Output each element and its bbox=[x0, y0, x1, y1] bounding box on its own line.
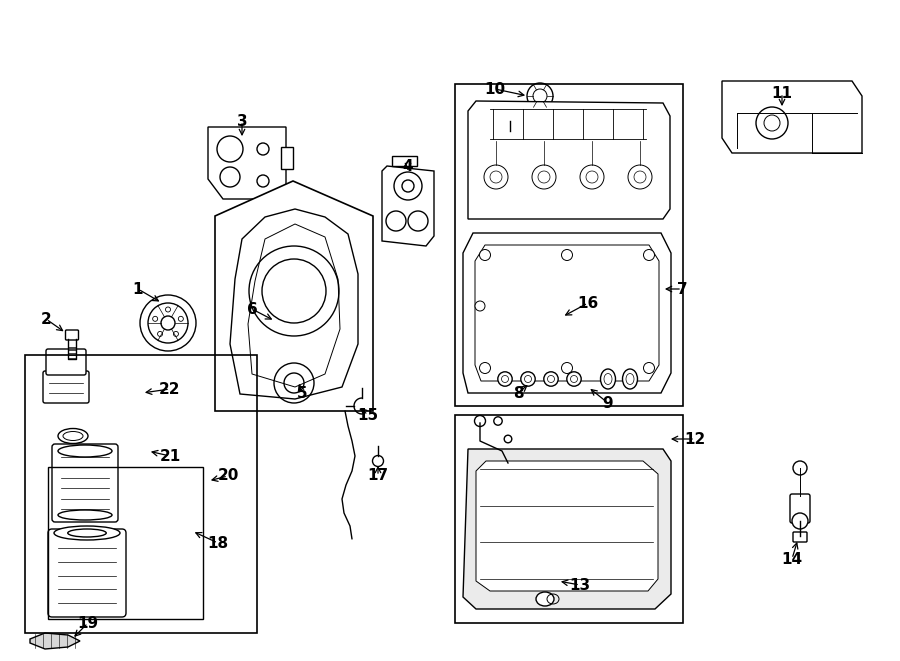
Text: 15: 15 bbox=[357, 407, 379, 422]
Circle shape bbox=[562, 362, 572, 373]
Ellipse shape bbox=[58, 510, 112, 520]
Circle shape bbox=[793, 461, 807, 475]
Text: 12: 12 bbox=[684, 432, 706, 446]
Circle shape bbox=[527, 83, 553, 109]
Ellipse shape bbox=[600, 369, 616, 389]
Circle shape bbox=[474, 416, 485, 426]
FancyBboxPatch shape bbox=[505, 115, 515, 122]
Circle shape bbox=[756, 107, 788, 139]
Text: 22: 22 bbox=[159, 381, 181, 397]
Text: 17: 17 bbox=[367, 469, 389, 483]
Circle shape bbox=[644, 362, 654, 373]
Text: 11: 11 bbox=[771, 85, 793, 100]
Circle shape bbox=[544, 371, 558, 386]
Bar bbox=[48, 467, 203, 619]
FancyBboxPatch shape bbox=[48, 529, 126, 617]
Text: 19: 19 bbox=[77, 615, 99, 631]
Polygon shape bbox=[215, 181, 373, 411]
Polygon shape bbox=[468, 101, 670, 219]
Circle shape bbox=[562, 249, 572, 260]
Text: 10: 10 bbox=[484, 81, 506, 97]
Text: 13: 13 bbox=[570, 578, 590, 592]
Circle shape bbox=[567, 371, 581, 386]
Text: 5: 5 bbox=[297, 385, 307, 401]
Ellipse shape bbox=[623, 369, 637, 389]
Circle shape bbox=[475, 301, 485, 311]
Circle shape bbox=[484, 165, 508, 189]
Circle shape bbox=[494, 417, 502, 425]
Circle shape bbox=[166, 307, 170, 312]
Text: 2: 2 bbox=[40, 311, 51, 327]
Circle shape bbox=[521, 371, 535, 386]
Polygon shape bbox=[30, 633, 80, 649]
FancyBboxPatch shape bbox=[46, 349, 86, 375]
Circle shape bbox=[580, 165, 604, 189]
FancyBboxPatch shape bbox=[793, 532, 807, 542]
Polygon shape bbox=[722, 81, 862, 153]
Text: 16: 16 bbox=[578, 295, 599, 311]
Polygon shape bbox=[382, 166, 434, 246]
Text: 20: 20 bbox=[217, 469, 239, 483]
Text: 8: 8 bbox=[513, 385, 523, 401]
Bar bbox=[281, 147, 293, 169]
Text: 21: 21 bbox=[159, 449, 181, 463]
Text: 14: 14 bbox=[781, 551, 803, 566]
Circle shape bbox=[532, 165, 556, 189]
Polygon shape bbox=[463, 233, 671, 393]
Bar bbox=[455, 84, 683, 406]
Circle shape bbox=[153, 317, 157, 321]
Bar bbox=[455, 415, 683, 623]
Ellipse shape bbox=[58, 428, 88, 444]
Circle shape bbox=[178, 317, 184, 321]
Circle shape bbox=[480, 249, 491, 260]
Circle shape bbox=[644, 249, 654, 260]
Circle shape bbox=[504, 435, 512, 443]
Circle shape bbox=[373, 455, 383, 467]
Ellipse shape bbox=[58, 445, 112, 457]
Text: 3: 3 bbox=[237, 114, 248, 128]
Polygon shape bbox=[476, 461, 658, 591]
Text: 9: 9 bbox=[603, 395, 613, 410]
Ellipse shape bbox=[68, 529, 106, 537]
Circle shape bbox=[792, 513, 808, 529]
Circle shape bbox=[174, 331, 178, 336]
Bar bbox=[392, 156, 417, 166]
FancyBboxPatch shape bbox=[52, 444, 118, 522]
Text: 4: 4 bbox=[402, 159, 413, 173]
Circle shape bbox=[158, 331, 163, 336]
Bar bbox=[25, 355, 257, 633]
Circle shape bbox=[498, 371, 512, 386]
Circle shape bbox=[480, 362, 491, 373]
FancyBboxPatch shape bbox=[43, 371, 89, 403]
FancyBboxPatch shape bbox=[66, 330, 78, 340]
FancyBboxPatch shape bbox=[790, 494, 810, 523]
Polygon shape bbox=[463, 449, 671, 609]
Polygon shape bbox=[208, 127, 286, 199]
Circle shape bbox=[628, 165, 652, 189]
Text: 6: 6 bbox=[247, 301, 257, 317]
Ellipse shape bbox=[54, 526, 120, 540]
Text: 1: 1 bbox=[133, 282, 143, 297]
Ellipse shape bbox=[536, 592, 554, 606]
Text: 18: 18 bbox=[207, 535, 229, 551]
Text: 7: 7 bbox=[677, 282, 688, 297]
